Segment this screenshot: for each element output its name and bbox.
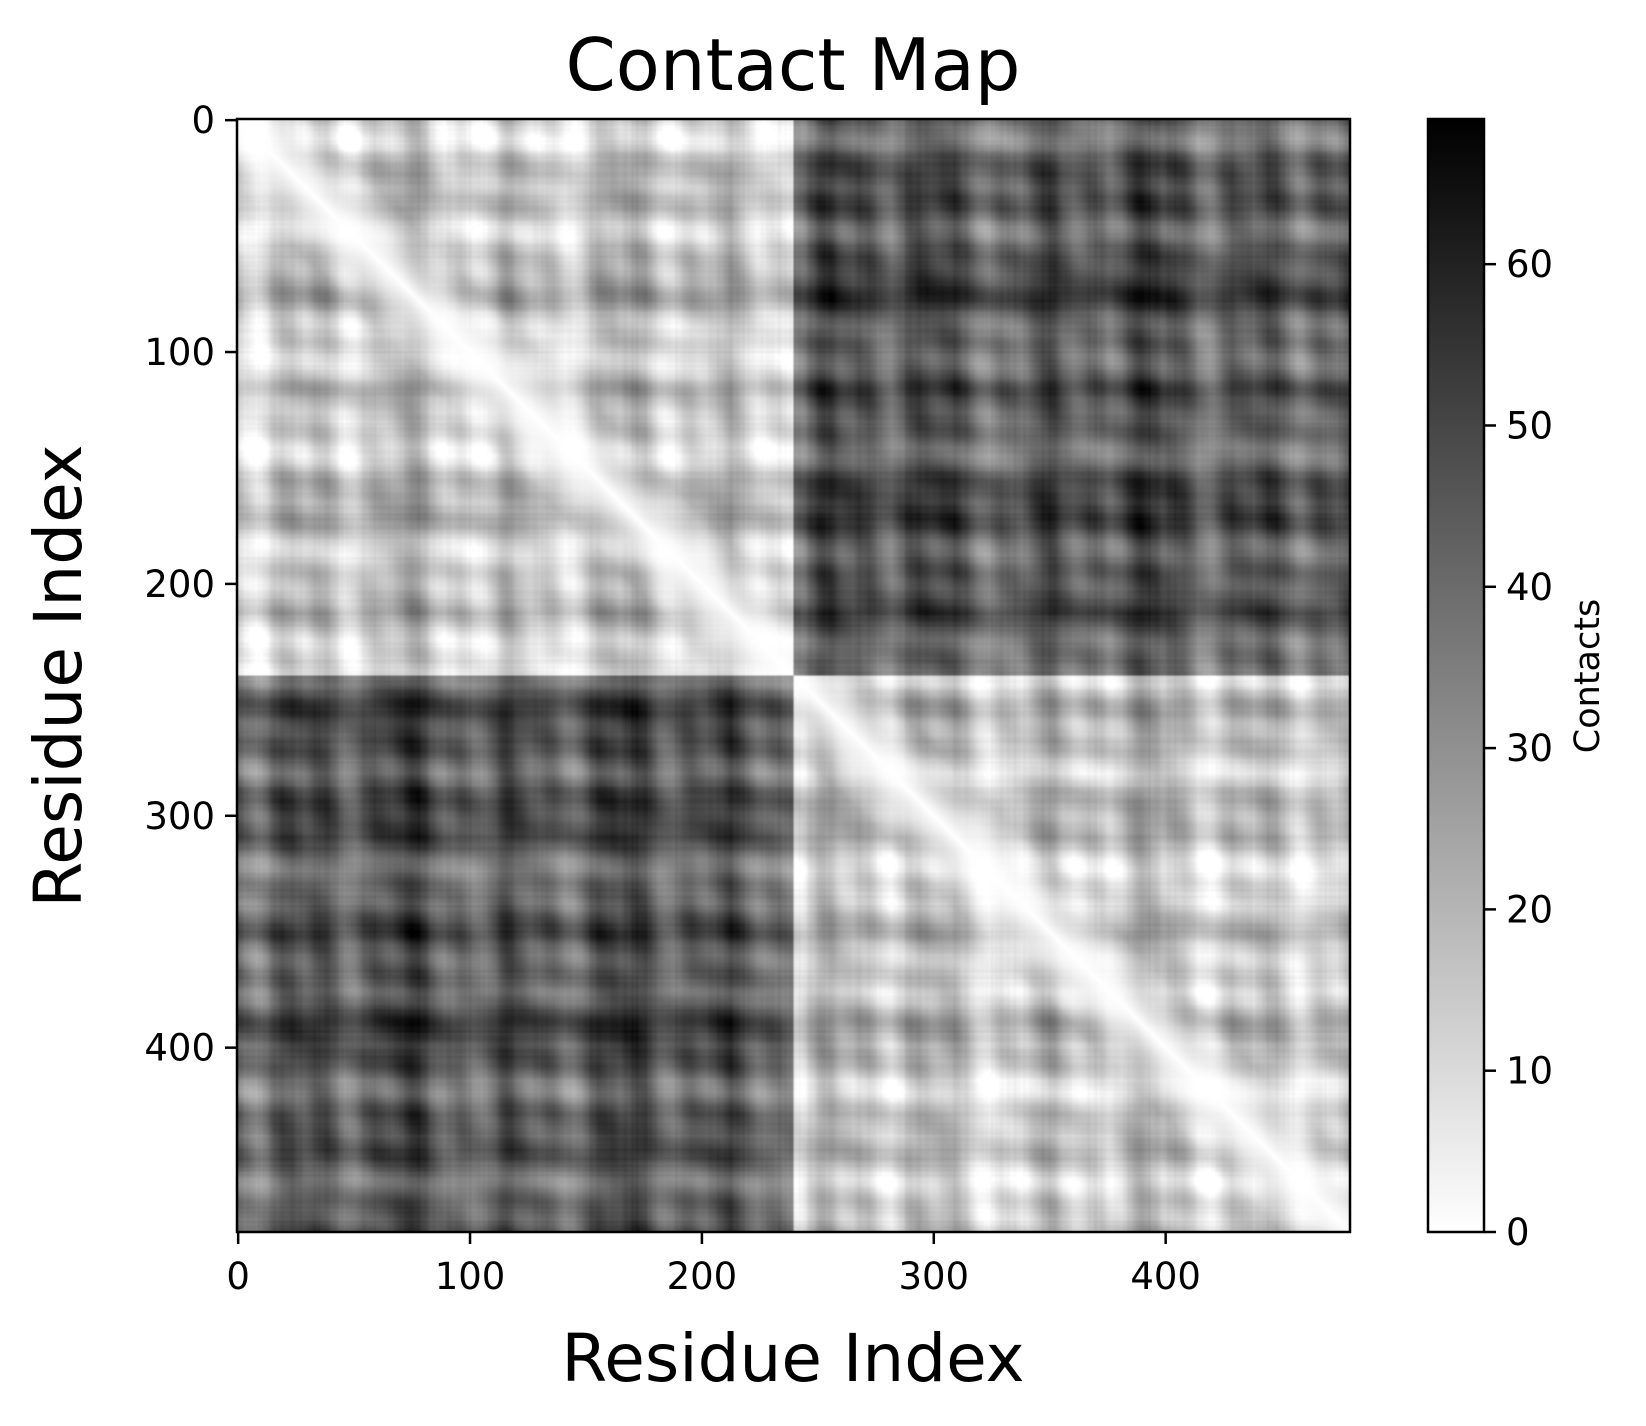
x-tick-label: 100 — [435, 1255, 506, 1298]
heatmap-container — [237, 119, 1350, 1232]
x-axis-label: Residue Index — [561, 1320, 1024, 1397]
x-tick-label: 300 — [898, 1255, 969, 1298]
chart-title: Contact Map — [566, 23, 1021, 107]
y-tick-label: 100 — [144, 331, 215, 374]
colorbar-label: Contacts — [1568, 599, 1608, 753]
colorbar — [1426, 117, 1486, 1234]
y-axis-label: Residue Index — [20, 444, 97, 907]
colorbar-tick-label: 40 — [1506, 566, 1553, 609]
plot-frame — [235, 117, 1352, 1234]
heatmap-image — [237, 119, 1350, 1232]
colorbar-tick-label: 0 — [1506, 1211, 1530, 1254]
colorbar-tick-label: 10 — [1506, 1050, 1553, 1093]
y-tick-label: 0 — [191, 99, 215, 142]
colorbar-axis: 0 10 20 30 40 50 60 — [1484, 243, 1553, 1254]
x-tick-label: 400 — [1130, 1255, 1201, 1298]
x-tick-label: 0 — [226, 1255, 250, 1298]
colorbar-tick-label: 60 — [1506, 243, 1553, 286]
y-tick-label: 400 — [144, 1027, 215, 1070]
colorbar-tick-label: 50 — [1506, 404, 1553, 447]
colorbar-tick-label: 20 — [1506, 888, 1553, 931]
colorbar-tick-label: 30 — [1506, 727, 1553, 770]
y-tick-label: 300 — [144, 795, 215, 838]
x-axis: 0 100 200 300 400 — [226, 1232, 1201, 1298]
x-tick-label: 200 — [667, 1255, 738, 1298]
y-axis: 0 100 200 300 400 — [144, 99, 237, 1070]
y-tick-label: 200 — [144, 563, 215, 606]
